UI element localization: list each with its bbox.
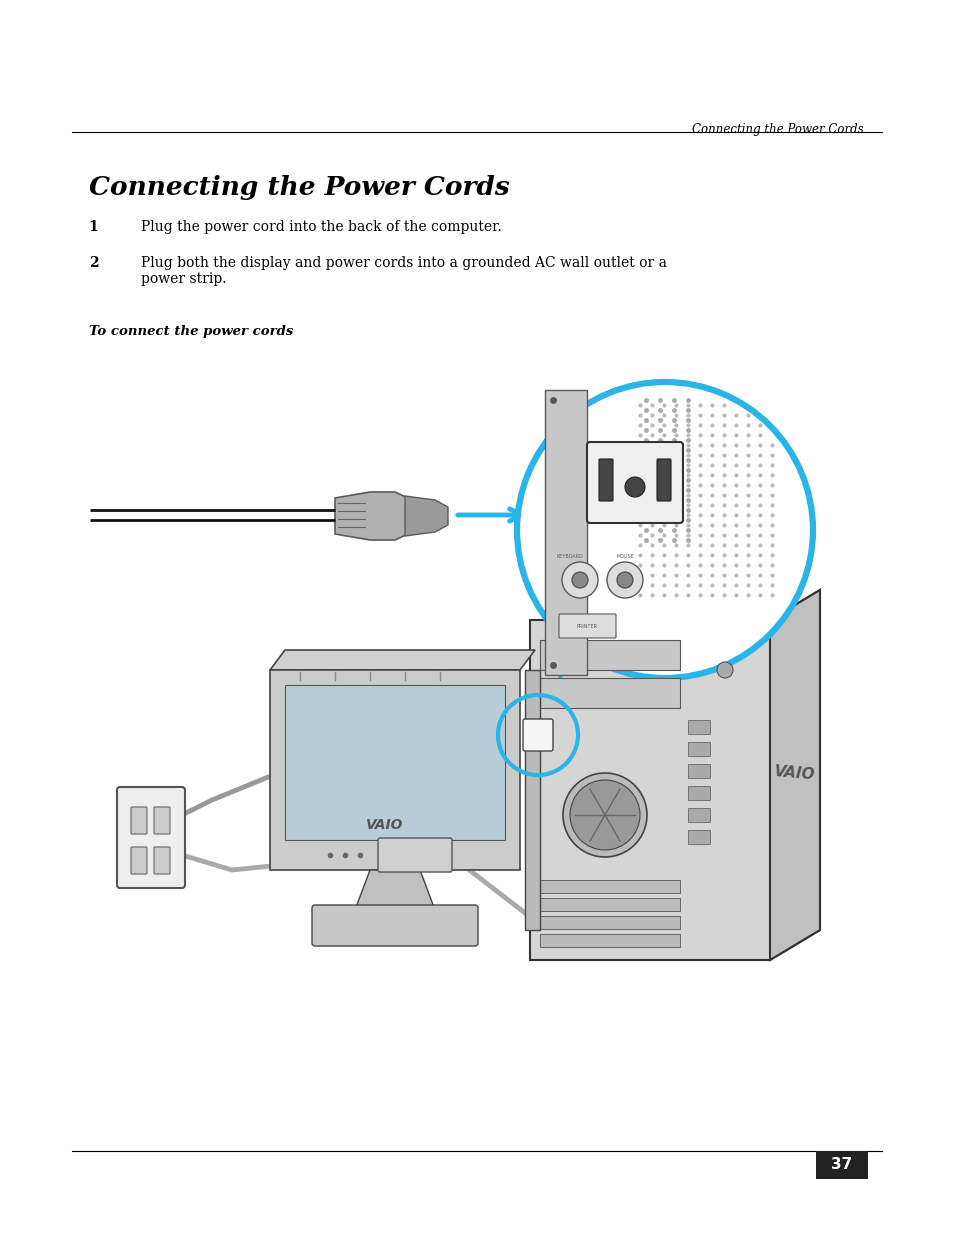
Text: To connect the power cords: To connect the power cords	[89, 325, 293, 338]
FancyBboxPatch shape	[539, 916, 679, 929]
Text: KEYBOARD: KEYBOARD	[556, 555, 583, 559]
FancyBboxPatch shape	[657, 459, 670, 501]
Text: Connecting the Power Cords: Connecting the Power Cords	[691, 124, 862, 137]
FancyBboxPatch shape	[270, 671, 519, 869]
Polygon shape	[405, 496, 448, 536]
FancyBboxPatch shape	[687, 785, 709, 800]
FancyArrowPatch shape	[457, 509, 521, 521]
FancyBboxPatch shape	[687, 720, 709, 734]
Text: MOUSE: MOUSE	[616, 555, 633, 559]
Polygon shape	[270, 650, 535, 671]
FancyBboxPatch shape	[131, 847, 147, 874]
FancyBboxPatch shape	[539, 881, 679, 893]
FancyBboxPatch shape	[539, 678, 679, 708]
Circle shape	[624, 477, 644, 496]
FancyBboxPatch shape	[117, 787, 185, 888]
FancyBboxPatch shape	[544, 390, 586, 676]
FancyBboxPatch shape	[586, 442, 682, 522]
Text: Connecting the Power Cords: Connecting the Power Cords	[89, 175, 509, 200]
FancyBboxPatch shape	[312, 905, 477, 946]
Circle shape	[717, 662, 732, 678]
Polygon shape	[530, 590, 820, 960]
FancyBboxPatch shape	[377, 839, 452, 872]
FancyBboxPatch shape	[687, 830, 709, 844]
Text: PRINTER: PRINTER	[576, 624, 597, 629]
FancyBboxPatch shape	[153, 847, 170, 874]
Polygon shape	[355, 869, 435, 910]
Text: 37: 37	[830, 1157, 851, 1172]
Text: Plug both the display and power cords into a grounded AC wall outlet or a
power : Plug both the display and power cords in…	[141, 256, 666, 285]
Polygon shape	[769, 590, 820, 960]
Circle shape	[517, 382, 812, 678]
Text: VAIO: VAIO	[366, 818, 403, 832]
Text: VAIO: VAIO	[773, 763, 815, 782]
FancyBboxPatch shape	[539, 934, 679, 947]
Circle shape	[562, 773, 646, 857]
Polygon shape	[335, 492, 410, 540]
Circle shape	[561, 562, 598, 598]
Circle shape	[572, 572, 587, 588]
Text: 2: 2	[89, 256, 98, 269]
FancyBboxPatch shape	[524, 671, 539, 930]
FancyBboxPatch shape	[558, 614, 616, 638]
FancyBboxPatch shape	[522, 719, 553, 751]
FancyBboxPatch shape	[687, 764, 709, 778]
Circle shape	[617, 572, 633, 588]
FancyBboxPatch shape	[131, 806, 147, 834]
Circle shape	[606, 562, 642, 598]
FancyBboxPatch shape	[687, 808, 709, 823]
FancyBboxPatch shape	[539, 898, 679, 911]
FancyBboxPatch shape	[539, 640, 679, 671]
Text: 1: 1	[89, 220, 98, 233]
Circle shape	[569, 781, 639, 850]
FancyBboxPatch shape	[598, 459, 613, 501]
FancyBboxPatch shape	[285, 685, 504, 840]
FancyBboxPatch shape	[815, 1151, 867, 1178]
FancyBboxPatch shape	[687, 742, 709, 756]
FancyBboxPatch shape	[153, 806, 170, 834]
Text: Plug the power cord into the back of the computer.: Plug the power cord into the back of the…	[141, 220, 501, 233]
